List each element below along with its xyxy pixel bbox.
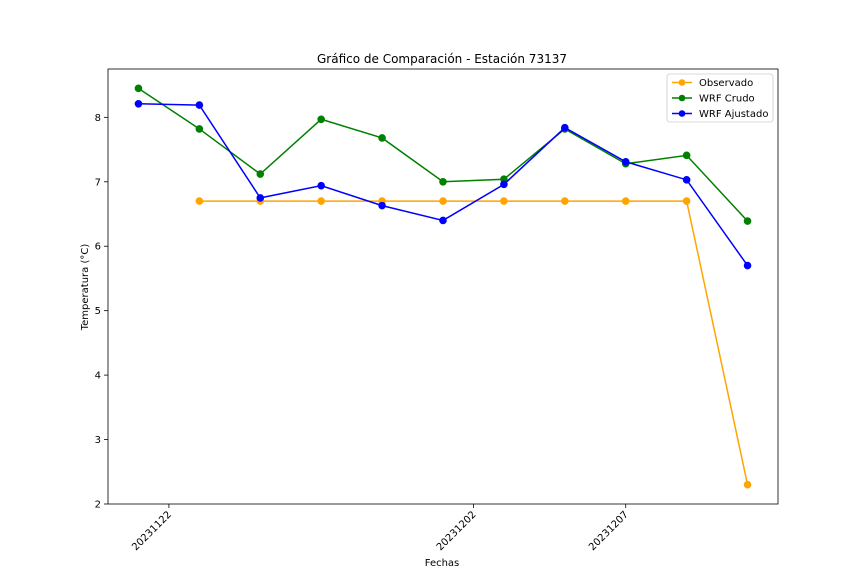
series-2-point-1 (195, 101, 204, 109)
series-2-point-3 (317, 181, 325, 190)
series-0-point-8 (621, 197, 630, 205)
y-axis-title: Temperatura (°C) (80, 244, 91, 332)
series-1-point-5 (439, 177, 447, 186)
legend-box (666, 73, 774, 123)
y-tick-label-4: 4 (95, 371, 101, 382)
series-0-point-3 (317, 197, 325, 205)
series-1-point-3 (317, 115, 325, 124)
x-axis-title: Fechas (425, 558, 460, 569)
series-0-point-6 (500, 197, 508, 205)
y-tick-label-2: 2 (95, 500, 101, 511)
series-2-point-8 (621, 158, 630, 166)
y-tick-label-3: 3 (95, 435, 101, 446)
series-0-point-5 (439, 197, 447, 205)
legend-marker-2 (678, 110, 686, 117)
legend-label-0: Observado (699, 78, 753, 89)
axes-frame (107, 68, 779, 505)
series-0-point-9 (682, 197, 691, 205)
legend-label-1: WRF Crudo (699, 94, 755, 105)
legend-marker-0 (678, 79, 686, 86)
series-2-point-10 (743, 261, 752, 270)
series-0-point-1 (195, 197, 204, 205)
series-line-0 (199, 200, 749, 485)
series-1-point-2 (256, 170, 265, 178)
series-1-point-0 (134, 84, 143, 93)
series-2-point-5 (439, 216, 447, 225)
series-1-point-9 (682, 151, 691, 160)
series-1-point-10 (743, 217, 752, 225)
legend-label-2: WRF Ajustado (699, 109, 768, 120)
series-0-point-10 (743, 480, 752, 489)
y-tick-label-5: 5 (95, 306, 101, 317)
series-2-point-9 (682, 176, 691, 184)
y-tick-label-7: 7 (95, 177, 101, 188)
chart-title: Gráfico de Comparación - Estación 73137 (317, 52, 567, 66)
legend: Observado WRF Crudo WRF Ajustado (666, 73, 774, 123)
series-2-point-0 (134, 100, 143, 108)
series-2-point-4 (378, 201, 386, 210)
legend-marker-1 (678, 94, 686, 102)
series-2-point-6 (500, 180, 508, 189)
y-tick-label-8: 8 (95, 113, 101, 124)
y-tick-label-6: 6 (95, 242, 101, 253)
series-1-point-1 (195, 125, 204, 133)
series-2-point-7 (561, 123, 569, 132)
series-0-point-7 (561, 197, 569, 205)
series-1-point-4 (378, 134, 386, 142)
series-2-point-2 (256, 194, 265, 202)
